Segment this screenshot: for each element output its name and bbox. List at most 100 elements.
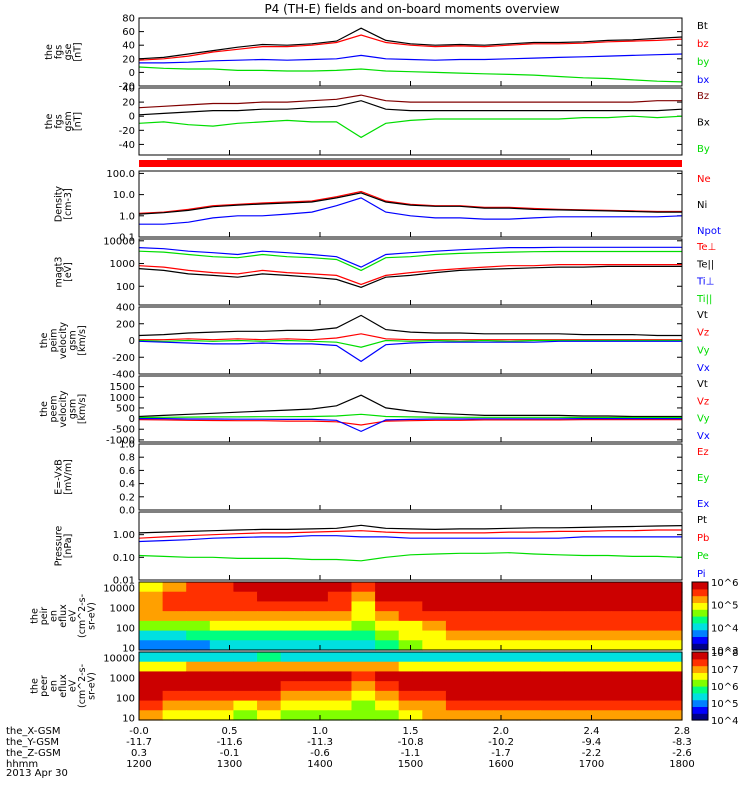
- peir_eflux-heatmap-cell: [516, 620, 541, 632]
- peir_eflux-heatmap-cell: [445, 601, 471, 612]
- peer_eflux-ylabel-line: sr-eV): [87, 672, 98, 700]
- peir_eflux-heatmap-cell: [469, 601, 494, 612]
- peer_eflux-heatmap-cell: [209, 652, 235, 663]
- peir_eflux-heatmap-cell: [540, 630, 565, 641]
- peer_eflux-colorbar-tick: 10^8: [711, 648, 738, 659]
- xaxis-tick-label: 1600: [488, 759, 513, 770]
- peer_eflux-heatmap-cell: [611, 710, 636, 721]
- peir_eflux-heatmap-cell: [304, 640, 329, 651]
- temperature-ytick-label: 10000: [103, 236, 135, 247]
- peer_eflux-heatmap-cell: [516, 690, 541, 702]
- peir_eflux-heatmap-cell: [304, 630, 329, 641]
- peir_eflux-heatmap-cell: [327, 582, 353, 593]
- peir_eflux-heatmap-cell: [233, 620, 258, 632]
- peir_eflux-heatmap-cell: [445, 591, 471, 603]
- peir_eflux-heatmap-cell: [422, 591, 447, 603]
- peer_eflux-heatmap-cell: [233, 652, 258, 663]
- peir_eflux-heatmap-cell: [375, 620, 400, 632]
- peir_eflux-heatmap-cell: [422, 640, 447, 651]
- peir_eflux-heatmap-cell: [398, 630, 423, 641]
- peir_eflux-heatmap-cell: [280, 620, 305, 632]
- peir_eflux-colorbar-segment: [692, 595, 708, 603]
- peer_eflux-heatmap-cell: [375, 671, 400, 682]
- fgs_gsm-series-line: [138, 100, 683, 116]
- xaxis-tick-label: -10.2: [488, 737, 514, 748]
- peer_eflux-heatmap-cell: [563, 700, 589, 711]
- peer_eflux-heatmap-cell: [422, 671, 447, 682]
- xaxis-tick-label: -0.6: [310, 748, 330, 759]
- peir_eflux-heatmap-cell: [233, 582, 258, 593]
- peir_eflux-heatmap-cell: [563, 640, 589, 651]
- peer_eflux-colorbar-frame: [691, 651, 709, 721]
- peer_eflux-heatmap-cell: [209, 700, 235, 711]
- peir_eflux-heatmap-cell: [445, 611, 471, 622]
- peir_eflux-colorbar-segment: [692, 636, 708, 644]
- peir_eflux-heatmap-cell: [209, 601, 235, 612]
- peer_eflux-heatmap-cell: [327, 700, 353, 711]
- peer_eflux-heatmap-cell: [375, 652, 400, 663]
- xaxis-tick-label: 2.0: [493, 726, 509, 737]
- peir_eflux-heatmap-cell: [233, 601, 258, 612]
- peir_eflux-heatmap-cell: [516, 611, 541, 622]
- peer_eflux-heatmap-cell: [162, 690, 187, 702]
- efield-ylabel-line: E=-VxB: [53, 459, 64, 494]
- pressure-series-line: [138, 535, 682, 543]
- peer_eflux-heatmap-cell: [233, 661, 258, 673]
- peer_eflux-heatmap-cell: [186, 681, 211, 692]
- peir_eflux-heatmap-cell: [139, 620, 164, 632]
- peim_velocity-legend-entry: Vt: [697, 310, 708, 321]
- peer_eflux-heatmap-cell: [516, 700, 541, 711]
- fgs_gsm-series-line: [138, 115, 683, 139]
- fgs_gse-series-line: [138, 27, 683, 60]
- peir_eflux-heatmap-cell: [422, 582, 447, 593]
- peir_eflux-heatmap-cell: [351, 601, 376, 612]
- fgs_gsm-ytick-label: -40: [119, 140, 135, 151]
- peim_velocity-ytick-label: -400: [112, 370, 135, 381]
- peer_eflux-heatmap-cell: [611, 700, 636, 711]
- density-ytick-label: 0.1: [119, 233, 135, 244]
- peir_eflux-heatmap-cell: [257, 640, 282, 651]
- date-label: 2013 Apr 30: [6, 768, 68, 779]
- peer_eflux-heatmap-cell: [634, 671, 659, 682]
- density-ytick-label: 100.0: [106, 169, 135, 180]
- density-series-line: [138, 190, 682, 214]
- peer_eflux-heatmap-cell: [445, 652, 471, 663]
- peim_velocity-series-line: [138, 339, 682, 348]
- peem_velocity-ylabel-line: gsm: [68, 399, 79, 419]
- peir_eflux-heatmap-cell: [351, 640, 376, 651]
- peer_eflux-heatmap-cell: [304, 690, 329, 702]
- xaxis-tick-label: -2.2: [582, 748, 602, 759]
- peer_eflux-ylabel-line: en: [49, 680, 60, 692]
- peer_eflux-heatmap-cell: [351, 710, 376, 721]
- peer_eflux-heatmap-cell: [327, 710, 353, 721]
- fgs_gse-panel-frame: [138, 17, 683, 87]
- peer_eflux-heatmap-cell: [658, 671, 683, 682]
- peer_eflux-heatmap-cell: [398, 671, 423, 682]
- peer_eflux-ytick-label: 100: [116, 694, 135, 705]
- peir_eflux-heatmap-cell: [634, 582, 659, 593]
- peem_velocity-ylabel-line: the: [39, 401, 50, 417]
- density-legend-entry: Ni: [697, 200, 707, 211]
- peir_eflux-heatmap-cell: [469, 611, 494, 622]
- peir_eflux-heatmap-cell: [587, 601, 612, 612]
- peem_velocity-ytick-label: 500: [116, 403, 135, 414]
- peer_eflux-heatmap-cell: [162, 710, 187, 721]
- peim_velocity-ytick-label: -200: [112, 353, 135, 364]
- peir_eflux-heatmap-cell: [139, 582, 164, 593]
- peer_eflux-heatmap-cell: [280, 690, 305, 702]
- peer_eflux-heatmap-cell: [540, 700, 565, 711]
- peer_eflux-colorbar-segment: [692, 672, 708, 680]
- peir_eflux-colorbar-segment: [692, 622, 708, 631]
- peer_eflux-heatmap-cell: [233, 681, 258, 692]
- peir_eflux-heatmap-cell: [327, 620, 353, 632]
- peer_eflux-heatmap-cell: [469, 652, 494, 663]
- peer_eflux-heatmap-cell: [139, 690, 164, 702]
- efield-legend-entry: Ex: [697, 499, 709, 510]
- peim_velocity-ytick-label: 400: [116, 303, 135, 314]
- peer_eflux-heatmap-cell: [634, 710, 659, 721]
- fgs_gsm-series-line: [138, 94, 682, 109]
- peir_eflux-heatmap-cell: [209, 582, 235, 593]
- peem_velocity-legend-entry: Vx: [697, 431, 710, 442]
- peir_eflux-heatmap-cell: [540, 611, 565, 622]
- peir_eflux-heatmap-cell: [280, 640, 305, 651]
